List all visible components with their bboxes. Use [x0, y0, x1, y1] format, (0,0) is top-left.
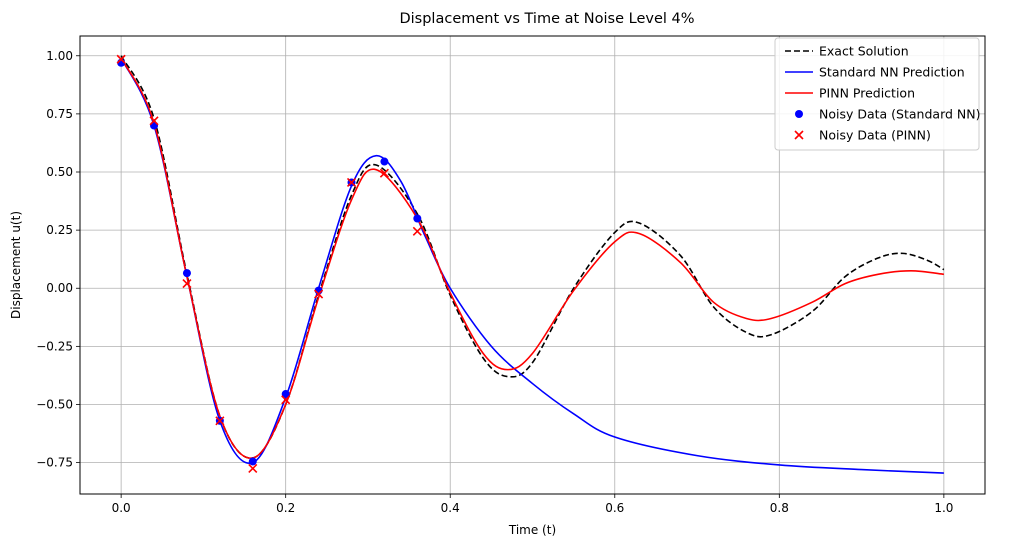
- noisy-point-pinn: [116, 54, 126, 64]
- x-axis: 0.0 0.2 0.4 0.6 0.8 1.0: [112, 494, 953, 515]
- markers-layer: [116, 54, 422, 473]
- noisy-point-pinn: [248, 463, 258, 473]
- x-tick-label: 0.4: [441, 501, 460, 515]
- y-axis-label: Displacement u(t): [9, 211, 23, 319]
- noisy-point-pinn: [346, 177, 357, 188]
- x-marker-stroke: [149, 116, 159, 126]
- noisy-point-pinn: [412, 226, 422, 236]
- x-marker-stroke: [346, 177, 357, 188]
- x-marker-stroke: [314, 289, 324, 299]
- legend-label: Noisy Data (Standard NN): [819, 107, 980, 122]
- x-marker-stroke: [116, 54, 126, 64]
- y-tick-label: 1.00: [46, 49, 73, 63]
- legend-label: Noisy Data (PINN): [819, 128, 931, 143]
- noisy-point-pinn: [182, 279, 192, 289]
- legend: Exact Solution Standard NN Prediction PINN…: [774, 37, 980, 151]
- x-tick-label: 0.8: [770, 501, 789, 515]
- noisy-point-pinn: [314, 289, 324, 299]
- x-axis-label: Time (t): [508, 523, 556, 537]
- x-tick-label: 1.0: [934, 501, 953, 515]
- y-tick-label: 0.00: [46, 281, 73, 295]
- x-tick-label: 0.0: [112, 501, 131, 515]
- noisy-point-standard-nn: [248, 457, 257, 466]
- legend-label: Standard NN Prediction: [819, 65, 965, 80]
- y-tick-label: 0.75: [46, 107, 73, 121]
- noisy-point-standard-nn: [413, 214, 422, 223]
- legend-box: [774, 37, 980, 151]
- noisy-point-standard-nn: [182, 269, 191, 278]
- noisy-point-standard-nn: [380, 157, 389, 166]
- legend-label: Exact Solution: [819, 44, 909, 59]
- series-line-pinn-prediction: [120, 57, 944, 459]
- x-marker-stroke: [794, 130, 804, 140]
- y-tick-label: 0.25: [46, 223, 73, 237]
- noisy-point-pinn: [281, 395, 291, 405]
- x-marker-stroke: [248, 463, 258, 473]
- legend-label: PINN Prediction: [819, 86, 915, 101]
- x-tick-label: 0.6: [605, 501, 624, 515]
- x-marker-stroke: [412, 226, 422, 236]
- y-tick-label: −0.75: [36, 456, 73, 470]
- legend-swatch: [795, 110, 803, 118]
- y-tick-label: −0.50: [36, 397, 73, 411]
- noisy-point-standard-nn: [281, 390, 290, 399]
- x-tick-label: 0.2: [276, 501, 295, 515]
- y-tick-label: −0.25: [36, 339, 73, 353]
- x-marker-stroke: [182, 279, 192, 289]
- plot-frame: [79, 35, 986, 495]
- series-layer: [120, 55, 945, 474]
- x-marker-stroke: [379, 168, 389, 178]
- chart-title: Displacement vs Time at Noise Level 4%: [399, 11, 694, 27]
- noisy-point-pinn: [379, 168, 389, 178]
- x-marker-stroke: [281, 395, 291, 405]
- series-line-standard-nn-prediction: [120, 57, 944, 474]
- legend-swatch: [794, 130, 804, 140]
- y-tick-label: 0.50: [46, 165, 73, 179]
- x-marker-stroke: [215, 416, 225, 426]
- noisy-point-pinn: [215, 416, 225, 426]
- noisy-point-pinn: [149, 116, 159, 126]
- y-axis: −0.75 −0.50 −0.25 0.00 0.25 0.50 0.75 1.00: [36, 49, 80, 470]
